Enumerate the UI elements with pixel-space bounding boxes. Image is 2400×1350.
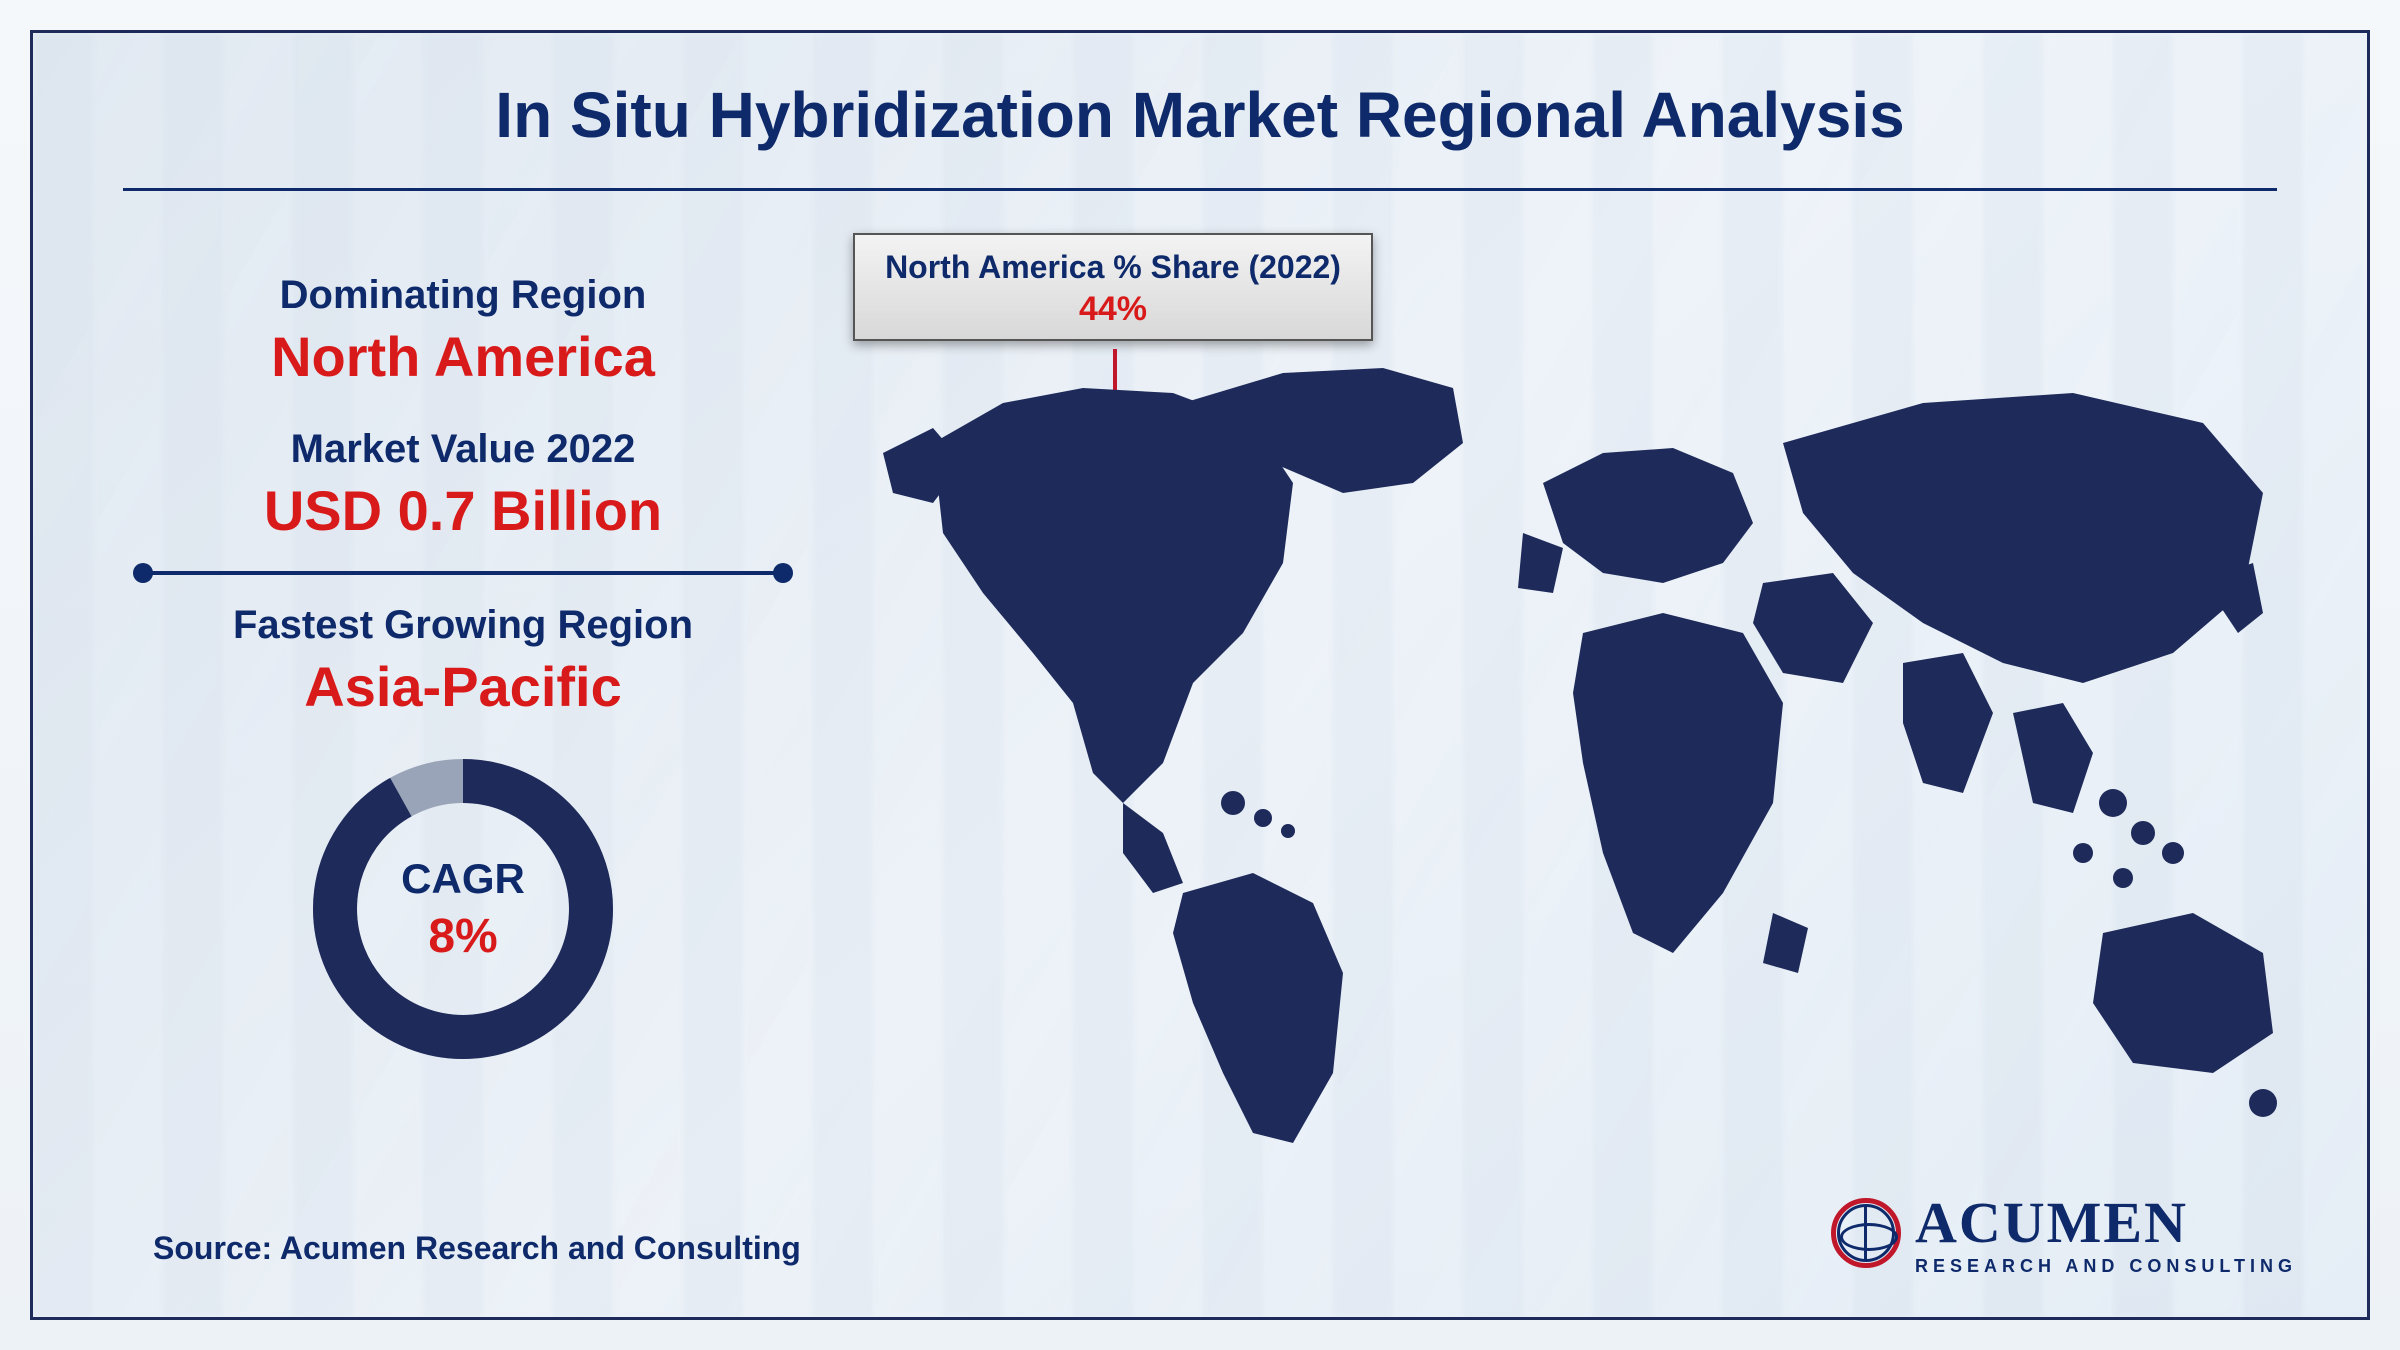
stats-column: Dominating Region North America Market V… bbox=[143, 273, 783, 1059]
fastest-region-value: Asia-Pacific bbox=[143, 654, 783, 719]
logo-globe-icon bbox=[1831, 1198, 1901, 1268]
title-underline bbox=[123, 188, 2277, 191]
fastest-region-label: Fastest Growing Region bbox=[143, 603, 783, 648]
dominating-region-value: North America bbox=[143, 324, 783, 389]
cagr-center: CAGR 8% bbox=[313, 759, 613, 1059]
brand-logo: ACUMEN RESEARCH AND CONSULTING bbox=[1831, 1189, 2297, 1277]
page-frame: In Situ Hybridization Market Regional An… bbox=[0, 0, 2400, 1350]
share-callout-title: North America % Share (2022) bbox=[865, 249, 1361, 286]
world-map bbox=[823, 333, 2323, 1153]
source-text: Source: Acumen Research and Consulting bbox=[153, 1230, 801, 1267]
cagr-label: CAGR bbox=[401, 855, 525, 903]
logo-text-group: ACUMEN RESEARCH AND CONSULTING bbox=[1915, 1189, 2297, 1277]
share-callout-box: North America % Share (2022) 44% bbox=[853, 233, 1373, 341]
logo-main-text: ACUMEN bbox=[1915, 1189, 2297, 1256]
stats-divider bbox=[143, 571, 783, 575]
dominating-region-label: Dominating Region bbox=[143, 273, 783, 318]
share-callout-value: 44% bbox=[865, 290, 1361, 329]
cagr-donut: CAGR 8% bbox=[313, 759, 613, 1059]
cagr-value: 8% bbox=[428, 909, 497, 964]
page-title: In Situ Hybridization Market Regional An… bbox=[33, 78, 2367, 152]
market-value-value: USD 0.7 Billion bbox=[143, 478, 783, 543]
logo-sub-text: RESEARCH AND CONSULTING bbox=[1915, 1256, 2297, 1277]
market-value-label: Market Value 2022 bbox=[143, 427, 783, 472]
inner-panel: In Situ Hybridization Market Regional An… bbox=[30, 30, 2370, 1320]
